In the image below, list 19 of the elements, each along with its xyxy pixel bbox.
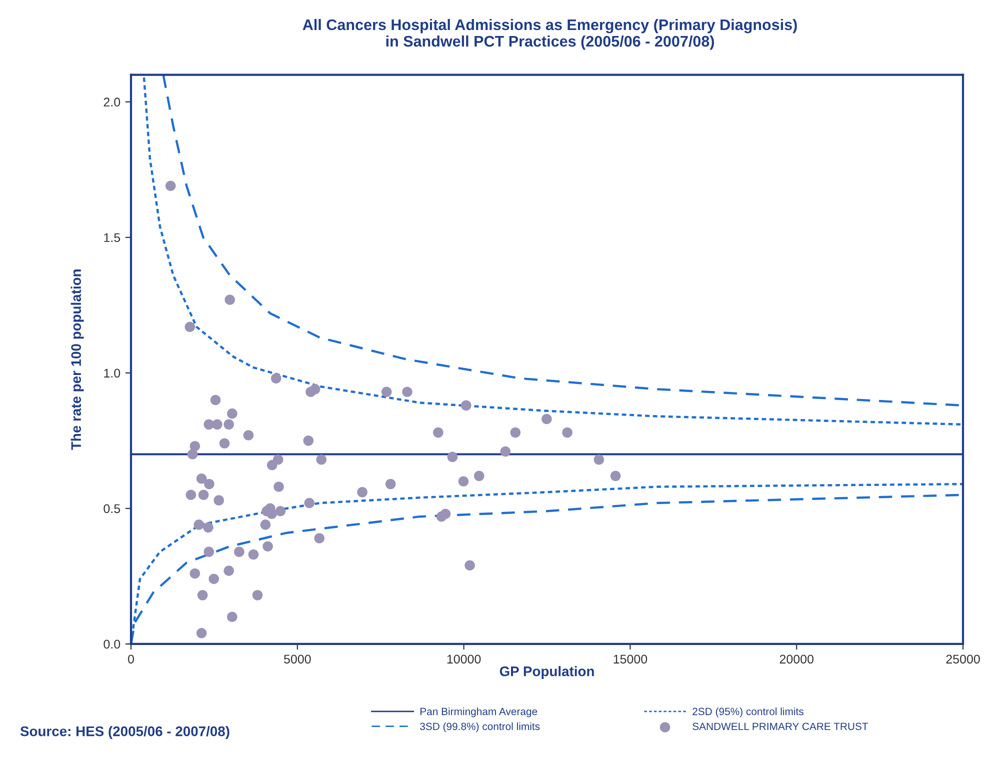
y-tick-label: 0.5: [104, 504, 120, 514]
x-tick-label: 25000: [946, 654, 980, 664]
x-tick-label: 20000: [780, 654, 814, 664]
y-tick-label: 1.5: [104, 233, 120, 242]
legend-label: SANDWELL PRIMARY CARE TRUST: [692, 722, 868, 730]
chart-title: All Cancers Hospital Admissions as Emergency (Primary Diagnosis) in Sandwell PCT Practices (2005/06 - 2007/08): [302, 18, 797, 50]
y-tick-label: 1.0: [104, 368, 120, 378]
y-axis-title: The rate per 100 population: [70, 270, 84, 450]
y-tick-label: 2.0: [104, 98, 120, 107]
legend-label: 2SD (95%) control limits: [692, 708, 804, 718]
x-tick-label: 15000: [614, 654, 648, 664]
x-axis-title: GP Population: [500, 666, 594, 679]
x-tick-label: 5000: [284, 654, 311, 664]
y-tick-label: 0.0: [104, 640, 120, 649]
legend-label: Pan Birmingham Average: [420, 708, 538, 718]
x-tick-label: 10000: [447, 654, 481, 664]
source-note: Source: HES (2005/06 - 2007/08): [20, 726, 230, 739]
legend-label: 3SD (99.8%) control limits: [420, 722, 540, 732]
x-tick-label: 0: [128, 654, 134, 664]
